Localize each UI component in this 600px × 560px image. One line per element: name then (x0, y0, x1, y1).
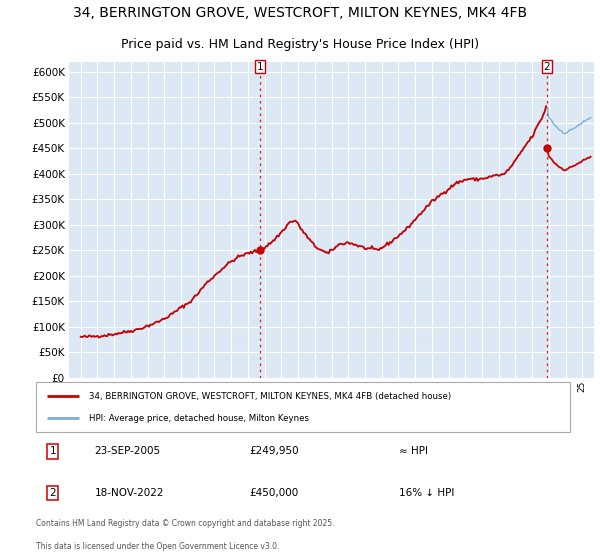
Text: £249,950: £249,950 (250, 446, 299, 456)
Text: 34, BERRINGTON GROVE, WESTCROFT, MILTON KEYNES, MK4 4FB (detached house): 34, BERRINGTON GROVE, WESTCROFT, MILTON … (89, 391, 452, 400)
Text: 1: 1 (257, 62, 263, 72)
Text: 2: 2 (544, 62, 550, 72)
Text: HPI: Average price, detached house, Milton Keynes: HPI: Average price, detached house, Milt… (89, 414, 310, 423)
Text: 1: 1 (49, 446, 56, 456)
Text: 16% ↓ HPI: 16% ↓ HPI (399, 488, 454, 498)
Text: 2: 2 (49, 488, 56, 498)
Text: 18-NOV-2022: 18-NOV-2022 (95, 488, 164, 498)
Text: £450,000: £450,000 (250, 488, 299, 498)
Text: ≈ HPI: ≈ HPI (399, 446, 428, 456)
Text: Price paid vs. HM Land Registry's House Price Index (HPI): Price paid vs. HM Land Registry's House … (121, 38, 479, 50)
Text: 34, BERRINGTON GROVE, WESTCROFT, MILTON KEYNES, MK4 4FB: 34, BERRINGTON GROVE, WESTCROFT, MILTON … (73, 6, 527, 20)
Text: 23-SEP-2005: 23-SEP-2005 (95, 446, 161, 456)
Text: Contains HM Land Registry data © Crown copyright and database right 2025.: Contains HM Land Registry data © Crown c… (36, 519, 335, 528)
Text: This data is licensed under the Open Government Licence v3.0.: This data is licensed under the Open Gov… (36, 542, 280, 550)
